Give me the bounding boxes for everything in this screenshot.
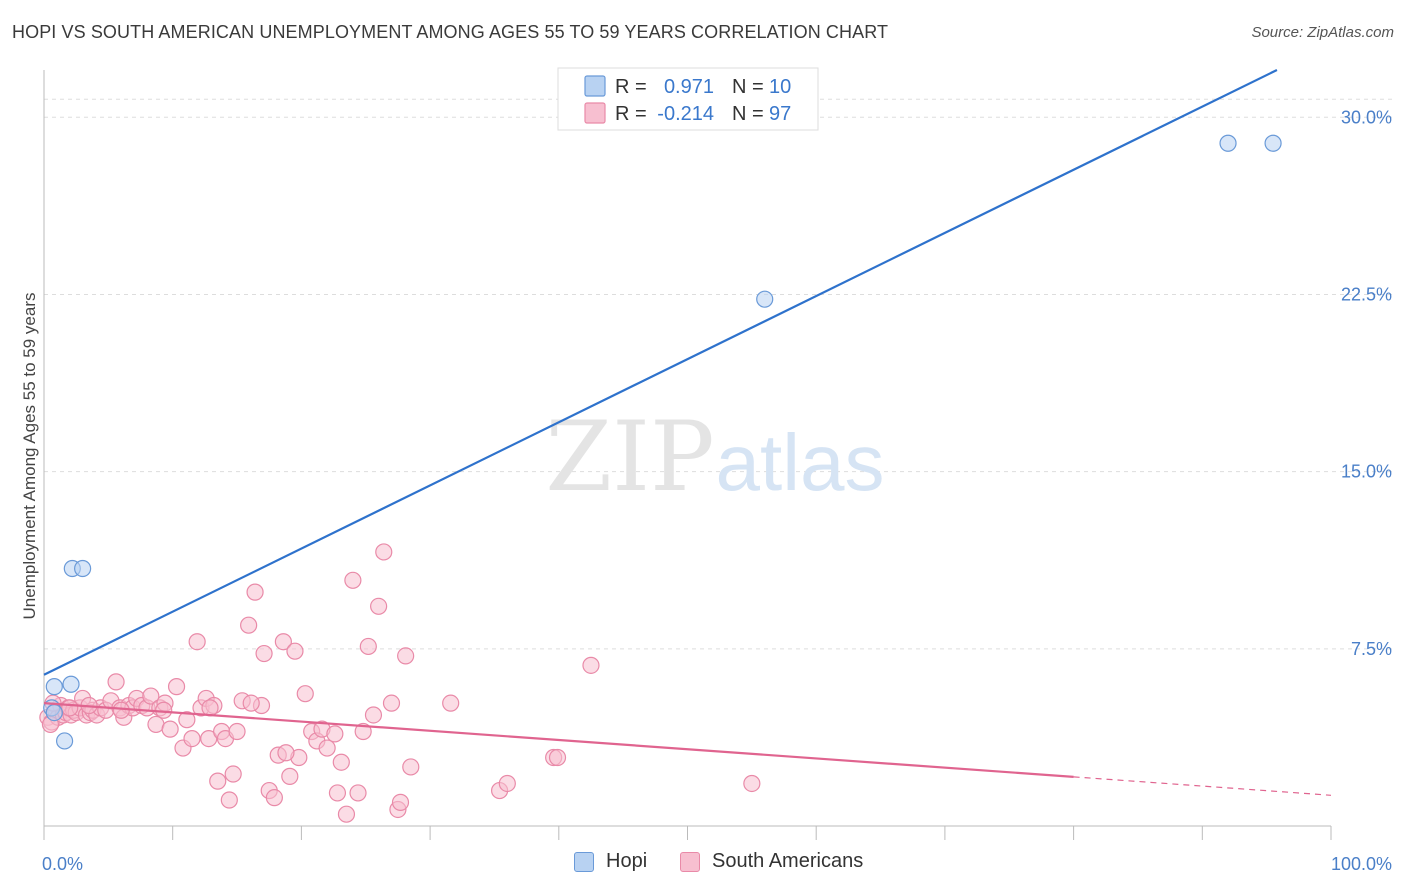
south-americans-point-57 bbox=[281, 767, 299, 785]
legend-south-n-value: 97 bbox=[769, 103, 791, 125]
south-americans-point-85 bbox=[582, 656, 600, 674]
south-americans-point-71 bbox=[359, 637, 377, 656]
y-tick-label-2: 22.5% bbox=[1341, 284, 1392, 304]
hopi-point-6 bbox=[74, 559, 92, 578]
south-americans-point-77 bbox=[391, 793, 410, 811]
south-americans-point-91 bbox=[112, 701, 130, 719]
south-americans-point-78 bbox=[397, 647, 415, 665]
south-americans-points bbox=[39, 543, 761, 823]
tick-labels: 7.5% 15.0% 22.5% 30.0% 0.0% 100.0% bbox=[42, 107, 1392, 874]
south-americans-point-35 bbox=[178, 711, 196, 729]
legend-hopi-swatch bbox=[584, 75, 606, 97]
south-americans-point-80 bbox=[442, 694, 460, 712]
south-americans-point-49 bbox=[240, 616, 258, 634]
south-americans-trend-extension bbox=[1073, 776, 1332, 796]
south-americans-point-79 bbox=[402, 758, 420, 776]
south-americans-point-45 bbox=[220, 791, 238, 809]
south-americans-point-42 bbox=[209, 772, 227, 790]
south-americans-point-75 bbox=[382, 694, 401, 712]
hopi-point-1 bbox=[45, 703, 63, 722]
south-americans-point-65 bbox=[328, 784, 347, 802]
y-tick-label-3: 30.0% bbox=[1341, 107, 1392, 127]
legend-south-r-value: -0.214 bbox=[657, 103, 714, 125]
south-americans-point-47 bbox=[228, 722, 246, 741]
grid bbox=[44, 98, 1393, 650]
south-americans-point-58 bbox=[286, 642, 304, 660]
hopi-point-4 bbox=[62, 675, 80, 693]
south-americans-point-64 bbox=[318, 739, 336, 757]
south-americans-point-96 bbox=[326, 725, 344, 743]
legend-south-n-label: N = bbox=[732, 103, 764, 125]
legend-hopi-label: Hopi bbox=[606, 850, 648, 872]
south-americans-point-72 bbox=[364, 706, 383, 724]
legend-hopi-n-value: 10 bbox=[769, 76, 791, 98]
hopi-point-8 bbox=[1219, 134, 1237, 152]
trend-lines bbox=[43, 69, 1332, 796]
south-americans-point-67 bbox=[337, 805, 356, 823]
south-americans-point-36 bbox=[183, 729, 201, 748]
legend-south-label: South Americans bbox=[712, 850, 864, 872]
correlation-legend: R = 0.971 N = 10 R = -0.214 N = 97 bbox=[557, 67, 819, 131]
legend-hopi-n-label: N = bbox=[732, 76, 764, 98]
south-americans-point-74 bbox=[375, 543, 393, 561]
south-americans-point-60 bbox=[296, 685, 314, 703]
south-americans-point-46 bbox=[224, 765, 242, 783]
hopi-point-2 bbox=[45, 678, 63, 696]
hopi-points bbox=[43, 134, 1282, 750]
south-americans-point-54 bbox=[265, 789, 283, 807]
south-americans-point-56 bbox=[274, 633, 292, 651]
legend-south-swatch bbox=[584, 102, 606, 124]
legend-hopi-r-value: 0.971 bbox=[664, 76, 714, 98]
south-americans-point-93 bbox=[201, 699, 219, 717]
hopi-point-7 bbox=[756, 290, 774, 308]
south-americans-point-29 bbox=[147, 715, 165, 734]
south-americans-point-94 bbox=[242, 694, 260, 712]
y-tick-label-1: 15.0% bbox=[1341, 462, 1392, 482]
hopi-point-3 bbox=[55, 732, 74, 750]
south-americans-point-95 bbox=[277, 744, 295, 762]
south-americans-point-37 bbox=[188, 633, 206, 651]
south-americans-point-33 bbox=[167, 678, 186, 696]
x-tick-label-0: 0.0% bbox=[42, 854, 83, 874]
watermark-zip: ZIP bbox=[545, 401, 714, 513]
south-americans-trend-line bbox=[43, 702, 1074, 778]
south-americans-point-86 bbox=[743, 774, 761, 793]
legend-south-r-label: R = bbox=[615, 103, 647, 125]
south-americans-point-89 bbox=[61, 699, 79, 717]
hopi-trend-line bbox=[43, 69, 1278, 676]
south-americans-point-73 bbox=[370, 597, 388, 615]
hopi-point-9 bbox=[1264, 134, 1282, 152]
y-axis-title: Unemployment Among Ages 55 to 59 years bbox=[20, 293, 39, 620]
legend-hopi-r-label: R = bbox=[615, 76, 647, 98]
south-americans-point-82 bbox=[498, 774, 516, 793]
chart-title: HOPI VS SOUTH AMERICAN UNEMPLOYMENT AMON… bbox=[12, 22, 889, 42]
south-americans-point-20 bbox=[107, 673, 125, 691]
y-tick-label-0: 7.5% bbox=[1351, 639, 1392, 659]
south-americans-point-84 bbox=[548, 748, 567, 767]
source-label: Source: ZipAtlas.com bbox=[1251, 24, 1394, 41]
south-americans-point-66 bbox=[332, 753, 350, 771]
x-tick-label-1: 100.0% bbox=[1331, 854, 1392, 874]
hopi-swatch bbox=[574, 851, 594, 872]
south-americans-point-28 bbox=[142, 687, 160, 705]
series-legend: Hopi South Americans bbox=[0, 850, 1406, 880]
y-axis-label: Unemployment Among Ages 55 to 59 years bbox=[20, 293, 39, 620]
legend-item-hopi: Hopi bbox=[574, 850, 647, 873]
watermark-atlas: atlas bbox=[716, 418, 885, 507]
south-americans-point-52 bbox=[255, 644, 273, 663]
south-americans-point-69 bbox=[349, 784, 367, 802]
south-americans-point-70 bbox=[354, 722, 372, 741]
south-americans-point-32 bbox=[161, 720, 179, 738]
legend-item-south-americans: South Americans bbox=[680, 850, 863, 873]
watermark: ZIP atlas bbox=[545, 401, 884, 513]
south-americans-point-68 bbox=[344, 571, 362, 589]
south-americans-swatch bbox=[680, 851, 700, 872]
south-americans-point-50 bbox=[246, 583, 264, 601]
